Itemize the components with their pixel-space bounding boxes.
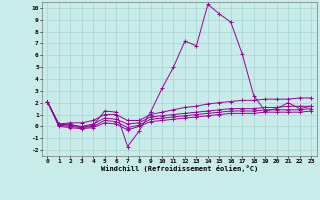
X-axis label: Windchill (Refroidissement éolien,°C): Windchill (Refroidissement éolien,°C) [100, 165, 258, 172]
